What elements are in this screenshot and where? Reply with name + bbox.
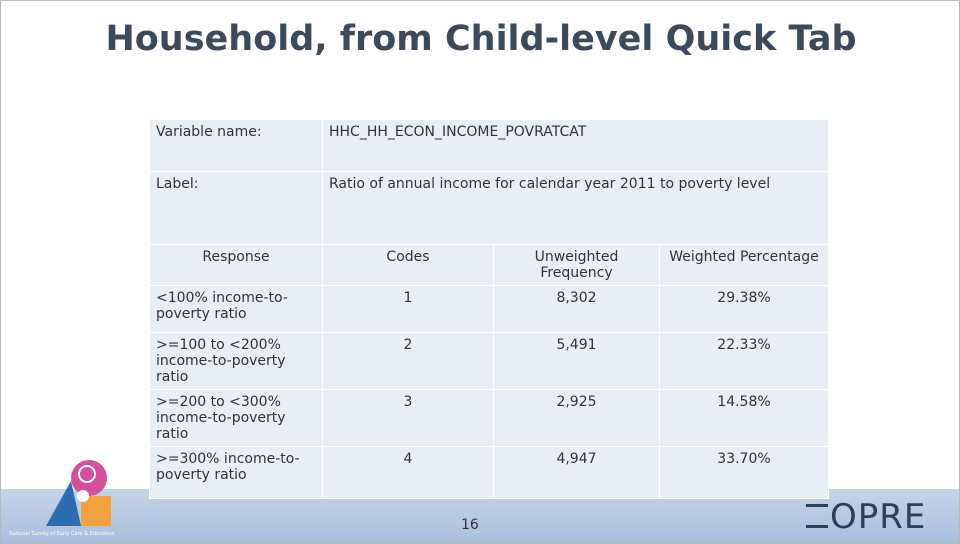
cell: >=100 to <200% income-to-poverty ratio [149,332,323,390]
slide-title: Household, from Child-level Quick Tab [105,19,857,59]
cell: 3 [322,389,494,447]
logo-lines [806,503,828,528]
header-cell: Response [149,244,323,286]
header-cell: Weighted Percentage [659,244,829,286]
row: Label: Ratio of annual income for calend… [149,171,829,245]
data-table: Variable name: HHC_HH_ECON_INCOME_POVRAT… [149,119,829,499]
logo-text: OPRE [830,497,927,537]
page-number: 16 [461,517,479,533]
cell: 5,491 [493,332,660,390]
cell: HHC_HH_ECON_INCOME_POVRATCAT [322,119,829,172]
opre-logo: OPRE [806,497,926,537]
row: <100% income-to-poverty ratio 1 8,302 29.38… [149,285,829,333]
logo-shape [46,481,81,526]
cell: Variable name: [149,119,323,172]
cell: >=300% income-to-poverty ratio [149,446,323,499]
cell: 4,947 [493,446,660,499]
table-body: <100% income-to-poverty ratio 1 8,302 29.38… [149,285,829,499]
survey-caption: National Survey of Early Care & Educatio… [9,531,115,537]
cell: 2 [322,332,494,390]
cell: 4 [322,446,494,499]
cell: 33.70% [659,446,829,499]
header-cell: Unweighted Frequency [493,244,660,286]
cell: 2,925 [493,389,660,447]
cell: Label: [149,171,323,245]
logo-shape [78,465,96,483]
cell: 14.58% [659,389,829,447]
cell: >=200 to <300% income-to-poverty ratio [149,389,323,447]
cell: <100% income-to-poverty ratio [149,285,323,333]
row: >=100 to <200% income-to-poverty ratio 2 5… [149,332,829,390]
row: Variable name: HHC_HH_ECON_INCOME_POVRAT… [149,119,829,172]
cell: 29.38% [659,285,829,333]
cell: 8,302 [493,285,660,333]
logo-shape [77,490,89,502]
cell: 22.33% [659,332,829,390]
cell: Ratio of annual income for calendar year… [322,171,829,245]
row: >=200 to <300% income-to-poverty ratio 3 2… [149,389,829,447]
cell: 1 [322,285,494,333]
row: >=300% income-to-poverty ratio 4 4,947 33.7… [149,446,829,499]
survey-logo [46,460,111,526]
header-row: Response Codes Unweighted Frequency Weig… [149,244,829,286]
header-cell: Codes [322,244,494,286]
